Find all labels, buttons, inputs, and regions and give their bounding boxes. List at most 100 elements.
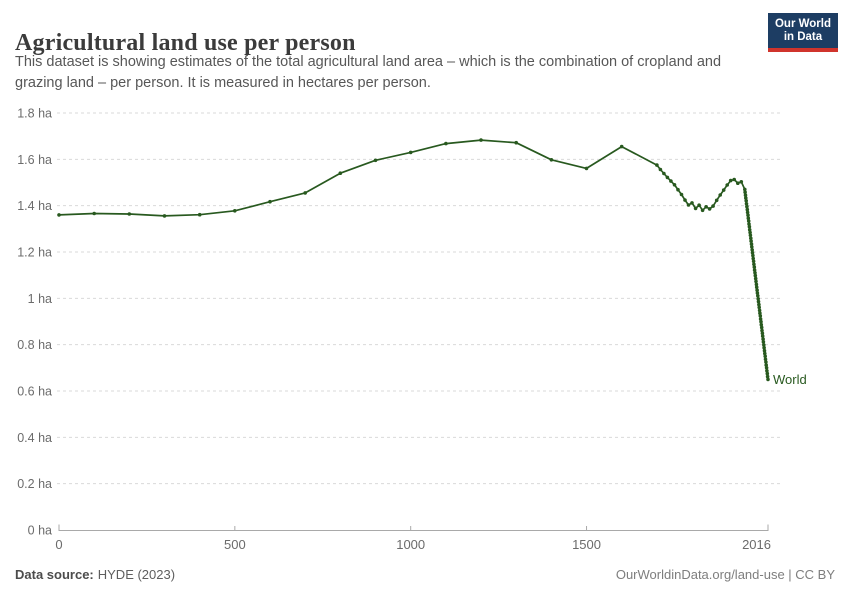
data-point[interactable] <box>746 216 751 220</box>
data-point[interactable] <box>762 345 766 350</box>
data-point[interactable] <box>765 374 770 379</box>
data-point[interactable] <box>763 357 768 362</box>
data-point[interactable] <box>746 213 750 217</box>
data-point[interactable] <box>764 360 768 364</box>
data-point[interactable] <box>683 198 687 202</box>
data-point[interactable] <box>747 224 752 229</box>
data-point[interactable] <box>752 265 757 269</box>
data-point[interactable] <box>662 171 666 176</box>
data-point[interactable] <box>268 199 272 204</box>
data-point[interactable] <box>753 271 757 275</box>
data-point[interactable] <box>751 253 755 258</box>
data-point[interactable] <box>750 245 754 249</box>
data-point[interactable] <box>704 205 708 209</box>
data-point[interactable] <box>759 325 764 330</box>
data-point[interactable] <box>721 188 726 192</box>
data-point[interactable] <box>745 207 750 212</box>
data-point[interactable] <box>744 199 748 203</box>
data-point[interactable] <box>745 204 749 209</box>
data-point[interactable] <box>758 317 763 321</box>
data-point[interactable] <box>761 337 765 341</box>
data-point[interactable] <box>764 363 768 367</box>
data-point[interactable] <box>714 198 719 203</box>
data-point[interactable] <box>736 181 740 185</box>
data-point[interactable] <box>750 250 755 255</box>
data-point[interactable] <box>759 319 763 324</box>
data-point[interactable] <box>303 191 308 195</box>
data-point[interactable] <box>707 207 712 211</box>
data-point[interactable] <box>373 158 378 163</box>
data-point[interactable] <box>743 187 747 192</box>
data-point[interactable] <box>763 351 767 356</box>
data-point[interactable] <box>676 187 680 192</box>
data-point[interactable] <box>743 190 747 194</box>
data-point[interactable] <box>697 203 701 207</box>
data-point[interactable] <box>754 285 759 290</box>
data-point[interactable] <box>57 213 61 217</box>
license-credit-link[interactable]: OurWorldinData.org/land-use | CC BY <box>615 567 835 582</box>
data-point[interactable] <box>669 179 673 183</box>
data-point[interactable] <box>757 308 762 313</box>
data-point[interactable] <box>760 328 764 333</box>
data-point[interactable] <box>747 228 752 232</box>
data-point[interactable] <box>765 369 769 373</box>
data-point[interactable] <box>764 366 769 370</box>
data-point[interactable] <box>760 331 765 336</box>
data-point[interactable] <box>762 348 767 353</box>
data-point[interactable] <box>127 212 132 216</box>
data-point[interactable] <box>753 276 758 281</box>
data-point[interactable] <box>690 201 694 205</box>
data-point[interactable] <box>549 158 554 162</box>
data-point[interactable] <box>756 297 760 301</box>
data-point[interactable] <box>744 196 748 200</box>
data-point[interactable] <box>747 222 751 226</box>
data-point[interactable] <box>751 259 756 264</box>
data-point[interactable] <box>749 242 754 246</box>
data-point[interactable] <box>756 294 760 298</box>
data-point[interactable] <box>765 371 770 376</box>
data-point[interactable] <box>655 163 659 167</box>
data-point[interactable] <box>755 291 760 295</box>
data-point[interactable] <box>757 305 761 310</box>
data-point[interactable] <box>753 273 758 278</box>
data-point[interactable] <box>750 248 754 252</box>
data-point[interactable] <box>761 340 766 344</box>
data-point[interactable] <box>746 219 751 223</box>
data-point[interactable] <box>162 214 167 218</box>
data-point[interactable] <box>751 256 755 261</box>
data-point[interactable] <box>743 193 748 197</box>
data-point[interactable] <box>752 262 756 267</box>
data-point[interactable] <box>754 282 759 287</box>
data-point[interactable] <box>619 144 624 149</box>
data-point[interactable] <box>755 288 759 293</box>
data-point[interactable] <box>749 236 753 241</box>
data-point[interactable] <box>766 377 770 382</box>
data-point[interactable] <box>754 279 758 284</box>
data-point[interactable] <box>758 314 763 318</box>
data-point[interactable] <box>748 233 753 238</box>
data-point[interactable] <box>711 204 715 208</box>
owid-logo[interactable]: Our World in Data <box>767 13 838 52</box>
data-point[interactable] <box>756 299 761 304</box>
data-point[interactable] <box>92 211 96 216</box>
data-point[interactable] <box>763 354 767 359</box>
data-point[interactable] <box>762 343 766 347</box>
data-point[interactable] <box>665 175 670 180</box>
data-point[interactable] <box>759 322 764 327</box>
data-point[interactable] <box>338 171 343 175</box>
data-point[interactable] <box>744 202 749 206</box>
data-point[interactable] <box>658 167 663 172</box>
data-point[interactable] <box>679 192 684 197</box>
data-point[interactable] <box>693 206 698 211</box>
data-point[interactable] <box>760 334 765 338</box>
data-point[interactable] <box>757 302 761 307</box>
data-point[interactable] <box>408 150 413 155</box>
data-point[interactable] <box>700 208 705 213</box>
data-point[interactable] <box>233 209 237 213</box>
data-point[interactable] <box>725 183 729 187</box>
data-point[interactable] <box>728 178 733 183</box>
data-point[interactable] <box>745 210 750 215</box>
data-point[interactable] <box>584 166 589 171</box>
data-point[interactable] <box>718 193 722 197</box>
data-point[interactable] <box>739 180 744 184</box>
